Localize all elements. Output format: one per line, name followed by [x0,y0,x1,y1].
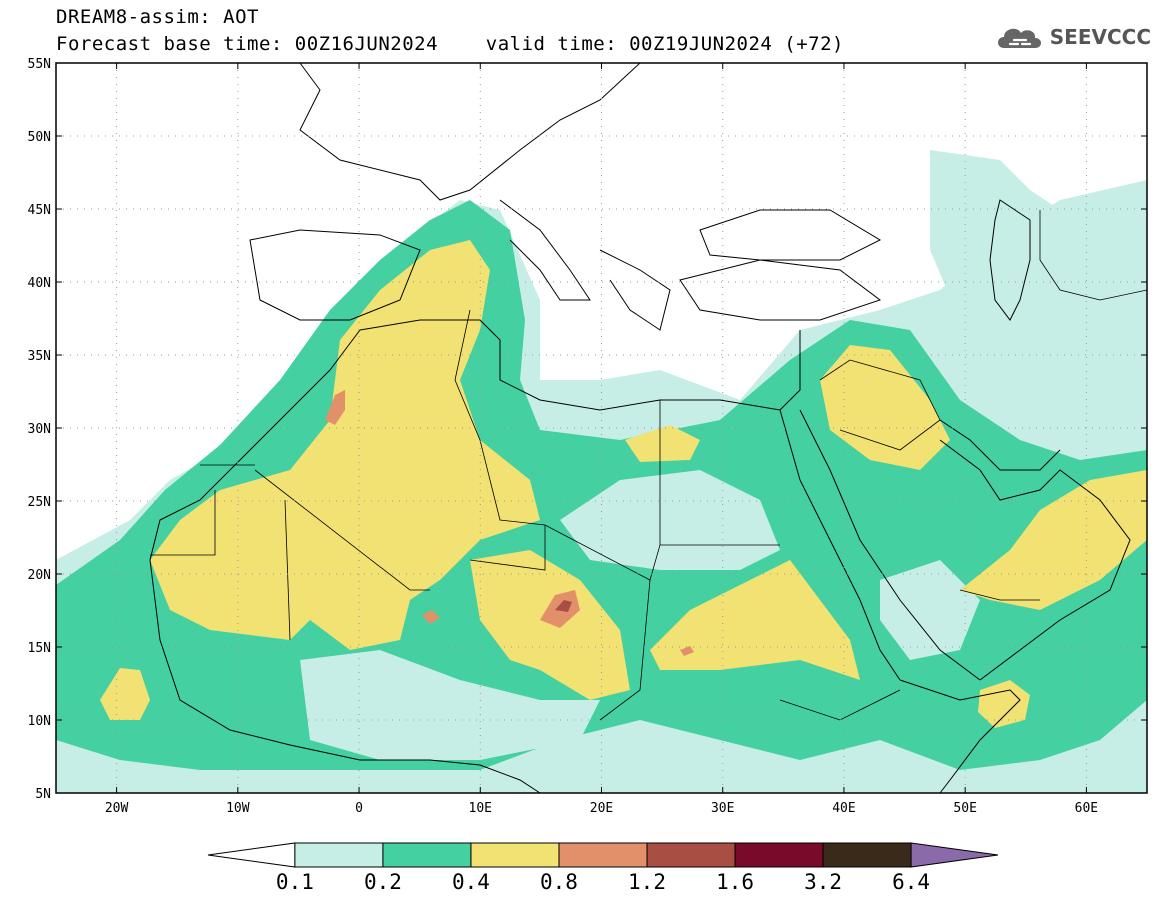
coast-italy [499,199,591,301]
lon-tick-label: 30E [711,801,734,816]
aot-band-0.4-yemen [978,680,1030,728]
border-chad-libya-egypt [544,400,661,581]
colorbar-level-label: 3.2 [804,870,842,894]
border-mauritania-west [150,490,216,556]
coast-horn-africa [899,679,1021,794]
aot-band-0.4-senegal [100,668,150,720]
lat-tick-label: 10N [28,714,51,729]
colorbar-swatch [294,842,384,868]
cloud-icon [997,28,1041,48]
aot-band-0.8-morocco [325,390,345,425]
border-central-asia [1039,210,1148,301]
latitude-axis: 55N 50N 45N 40N 35N 30N 25N 20N 15N 10N 5N [28,57,1147,802]
country-borders [150,210,1148,721]
seevccc-logo: SEEVCCC [994,22,1151,52]
coast-red-sea [779,409,981,681]
coast-black-sea [699,209,882,261]
border-chad-sudan [599,579,651,721]
border-yemen-saudi [959,589,1040,601]
colorbar-swatch [822,842,912,868]
lat-tick-label: 30N [28,422,51,437]
border-algeria-libya [454,309,546,526]
border-iraq-saudi [819,359,941,451]
lat-tick-label: 25N [28,495,51,510]
aot-band-0.4-egypt [625,425,700,462]
aot-band-0.8-niger [422,610,440,624]
aot-band-1.2-chad-core [555,600,572,612]
colorbar-level-label: 0.2 [364,870,402,894]
colorbar-level-label: 6.4 [892,870,930,894]
colorbar-swatch [558,842,648,868]
colorbar-swatch [382,842,472,868]
aot-band-0.4-chad [470,550,630,700]
lon-tick-label: 10E [469,801,492,816]
border-mali-algeria [254,469,430,591]
colorbar-high-arrow [910,842,999,868]
lat-tick-label: 35N [28,349,51,364]
coast-caspian [989,199,1031,321]
coast-west-africa [149,329,361,561]
lon-tick-label: 20E [590,801,613,816]
coast-north-africa [359,319,801,411]
lon-tick-label: 0 [355,801,363,816]
coast-turkey [679,259,882,321]
lat-tick-label: 5N [35,787,51,802]
lon-tick-label: 60E [1075,801,1098,816]
coast-guinea [149,559,541,794]
aot-band-0.1-caspian [930,150,1147,390]
aot-band-0.4-sudan [650,560,860,680]
lat-tick-label: 20N [28,568,51,583]
aot-field [56,150,1147,793]
lat-tick-label: 15N [28,641,51,656]
colorbar-level-label: 0.4 [452,870,490,894]
lat-tick-label: 55N [28,57,51,72]
colorbar-low-arrow [207,842,296,868]
lat-tick-label: 45N [28,203,51,218]
lon-tick-label: 10W [226,801,250,816]
colorbar-swatch [734,842,824,868]
coast-greece [599,249,671,331]
colorbar-level-label: 1.2 [628,870,666,894]
logo-text: SEEVCCC [1049,25,1151,49]
coast-arabia [939,439,1131,681]
coastlines [149,62,1131,794]
forecast-times: Forecast base time: 00Z16JUN2024 valid t… [56,33,844,55]
lon-tick-label: 50E [953,801,976,816]
lon-tick-label: 40E [832,801,855,816]
aot-hole-ethiopia [880,560,980,660]
lat-tick-label: 40N [28,276,51,291]
colorbar-swatch [470,842,560,868]
aot-band-0.8-sudan [680,646,694,656]
map-title: DREAM8-assim: AOT [56,6,259,28]
colorbar-swatch [646,842,736,868]
border-mali-mauritania [284,499,291,641]
graticule [56,63,1147,793]
colorbar-level-label: 0.1 [276,870,314,894]
aot-hole-gulf-guinea [300,650,600,760]
colorbar-level-label: 0.8 [540,870,578,894]
aot-band-0.4-sahara [150,240,540,650]
coast-iberia [249,229,421,321]
aot-band-0.4-iraq [820,345,950,470]
longitude-axis: 20W 10W 0 10E 20E 30E 40E 50E 60E [105,63,1098,816]
colorbar: 0.1 0.2 0.4 0.8 1.2 1.6 3.2 6.4 [207,842,999,894]
lon-tick-label: 20W [105,801,129,816]
coast-persian-gulf [939,419,1061,471]
border-niger-libya [469,525,546,571]
coast-northern-europe [299,62,641,201]
aot-band-0.4-arabia [960,470,1147,610]
colorbar-level-label: 1.6 [716,870,754,894]
lat-tick-label: 50N [28,130,51,145]
